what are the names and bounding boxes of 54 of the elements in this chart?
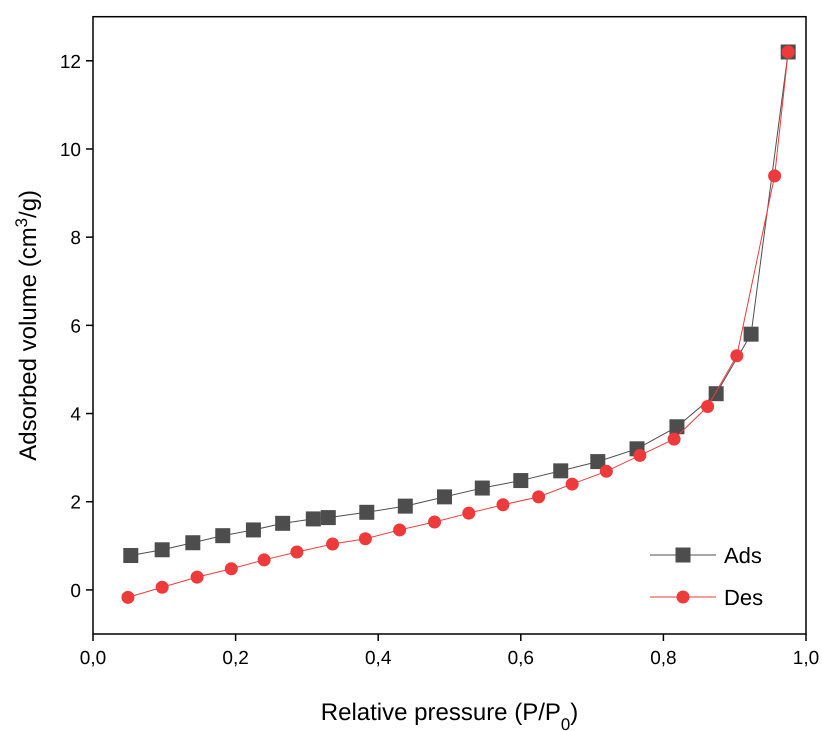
x-tick-label: 0,0 — [80, 648, 106, 669]
y-tick-label: 6 — [70, 316, 81, 338]
point — [154, 542, 170, 558]
y-tick-label: 4 — [70, 404, 82, 426]
point — [701, 400, 714, 413]
y-tick-label: 8 — [70, 228, 81, 250]
point — [532, 490, 546, 504]
point — [326, 538, 340, 551]
point — [600, 464, 613, 478]
x-tick-label: 1,0 — [792, 648, 820, 669]
point — [224, 562, 238, 576]
x-tick-label: 0,8 — [650, 648, 677, 669]
x-axis-title: Relative pressure (P/P$_{0}$) — [320, 699, 578, 731]
x-tick-label: 0,4 — [364, 648, 392, 669]
point — [398, 498, 413, 514]
y-tick-label: 0 — [70, 580, 81, 602]
point — [590, 454, 606, 470]
point — [156, 580, 169, 594]
point — [320, 510, 336, 526]
point — [566, 478, 579, 491]
point — [359, 504, 374, 520]
point — [474, 480, 490, 496]
point — [462, 506, 476, 520]
y-tick-label: 10 — [60, 140, 81, 161]
point — [258, 553, 271, 566]
point — [669, 419, 684, 434]
point — [246, 522, 261, 538]
y-tick-label: 12 — [60, 52, 81, 73]
point — [633, 448, 646, 462]
point — [190, 570, 204, 584]
point — [121, 590, 134, 604]
point — [668, 432, 681, 446]
x-tick-label: 0,6 — [508, 648, 534, 669]
point — [358, 532, 372, 546]
point — [290, 545, 304, 558]
point — [553, 463, 568, 478]
point — [428, 516, 442, 529]
point — [437, 489, 452, 504]
legend-label: Ads — [724, 543, 762, 568]
point — [513, 473, 528, 488]
x-tick-label: 0,2 — [222, 648, 249, 669]
point — [730, 349, 744, 362]
point — [393, 523, 406, 536]
point — [215, 528, 230, 544]
point — [306, 511, 321, 526]
legend-label: Des — [724, 585, 764, 610]
point — [496, 498, 510, 512]
point — [123, 548, 138, 564]
point — [708, 386, 724, 402]
y-tick-label: 2 — [70, 492, 81, 514]
point — [768, 169, 782, 182]
point — [275, 516, 290, 531]
point — [744, 326, 759, 342]
point — [185, 535, 200, 550]
